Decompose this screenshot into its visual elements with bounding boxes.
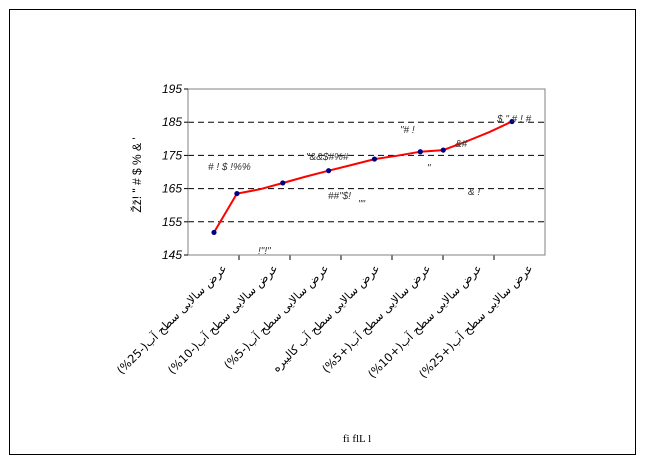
y-tick-labels: 145 155 165 175 185 195 <box>162 82 188 262</box>
y-tick-label: 165 <box>162 182 182 196</box>
plot-area <box>187 88 546 256</box>
gridlines <box>188 88 545 223</box>
chart-frame: 145 155 165 175 185 195 عرض سالایی سطح آب(-25… <box>9 9 636 455</box>
y-tick-label: 155 <box>162 215 182 229</box>
data-point <box>211 229 217 236</box>
vertical-tick-marks <box>238 255 495 260</box>
data-points <box>211 118 515 236</box>
annotation-label: " <box>427 163 431 174</box>
annotation-label: "" <box>358 199 366 210</box>
y-tick-label: 185 <box>162 115 182 129</box>
annotations: # ! $ !%% !"!" "&&$#%# ##"$! "" "# ! " &# & ! $ "… <box>208 114 532 257</box>
data-point <box>440 147 446 153</box>
x-tick-labels: عرض سالایی سطح آب(-25%)عرض سالایی سطح آب… <box>114 261 537 381</box>
y-tick-label: 195 <box>162 82 182 96</box>
y-tick-label: 145 <box>162 248 182 262</box>
series-line <box>213 120 513 233</box>
data-point <box>509 118 515 125</box>
annotation-label: # ! $ !%% <box>208 162 251 173</box>
annotation-label: "# ! <box>400 125 415 136</box>
annotation-label: &# <box>455 139 468 150</box>
annotation-label: $ " # ! # <box>496 114 532 125</box>
y-axis-label: Žž! " # $ % & ' <box>129 137 144 212</box>
data-point <box>371 156 378 162</box>
line-chart: 145 155 165 175 185 195 عرض سالایی سطح آب(-25… <box>114 82 546 445</box>
y-tick-label: 175 <box>162 148 182 162</box>
data-point <box>234 190 240 197</box>
x-axis-label: fi flL l <box>343 433 371 445</box>
annotation-label: & ! <box>468 187 480 198</box>
x-tick-label: عرض سالایی سطح آب(-5%) <box>221 261 332 372</box>
data-point <box>326 168 332 174</box>
data-point <box>417 149 423 155</box>
annotation-label: ##"$! <box>328 191 351 202</box>
annotation-label: "&&$#%# <box>306 152 349 163</box>
annotation-label: !"!" <box>258 246 271 257</box>
data-point <box>280 180 286 186</box>
